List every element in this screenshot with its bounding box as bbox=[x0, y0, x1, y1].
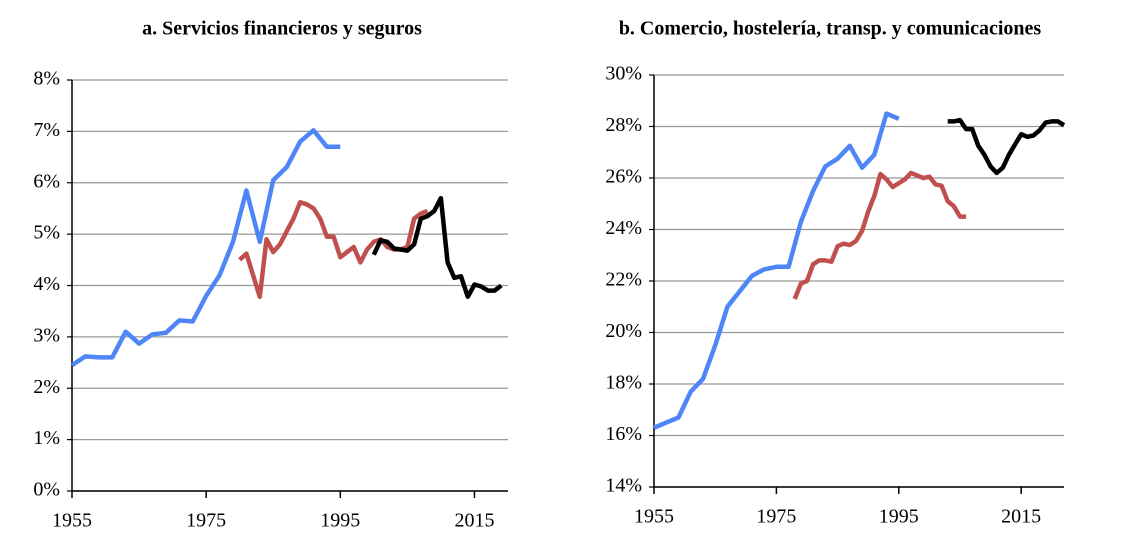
line-series bbox=[653, 111, 900, 430]
x-tick-label: 2015 bbox=[1001, 506, 1041, 528]
x-tick-label: 1995 bbox=[320, 510, 360, 532]
x-tick-label: 1975 bbox=[756, 506, 796, 528]
y-tick-label: 3% bbox=[33, 324, 60, 346]
y-tick-label: 6% bbox=[33, 170, 60, 192]
y-tick-label: 0% bbox=[33, 479, 60, 501]
y-tick-label: 14% bbox=[605, 475, 642, 497]
y-tick-label: 22% bbox=[605, 269, 642, 291]
y-tick-label: 28% bbox=[605, 114, 642, 136]
line-series bbox=[792, 170, 967, 300]
x-tick-label: 1955 bbox=[634, 506, 674, 528]
y-tick-label: 24% bbox=[605, 217, 642, 239]
y-tick-label: 7% bbox=[33, 119, 60, 141]
line-series bbox=[947, 117, 1066, 176]
y-tick-label: 5% bbox=[33, 222, 60, 244]
y-tick-label: 30% bbox=[605, 63, 642, 85]
chart-title: b. Comercio, hostelería, transp. y comun… bbox=[619, 18, 1042, 40]
x-tick-label: 1955 bbox=[52, 510, 92, 532]
line-series bbox=[70, 128, 341, 367]
chart-title: a. Servicios financieros y seguros bbox=[142, 18, 422, 40]
x-tick-label: 1975 bbox=[186, 510, 226, 532]
line-series bbox=[371, 195, 503, 300]
y-tick-label: 1% bbox=[33, 427, 60, 449]
y-tick-label: 20% bbox=[605, 320, 642, 342]
x-tick-label: 1995 bbox=[879, 506, 919, 528]
y-tick-label: 16% bbox=[605, 423, 642, 445]
y-tick-label: 2% bbox=[33, 376, 60, 398]
y-tick-label: 8% bbox=[33, 68, 60, 90]
x-tick-label: 2015 bbox=[454, 510, 494, 532]
y-tick-label: 26% bbox=[605, 166, 642, 188]
y-tick-label: 18% bbox=[605, 372, 642, 394]
y-tick-label: 4% bbox=[33, 273, 60, 295]
